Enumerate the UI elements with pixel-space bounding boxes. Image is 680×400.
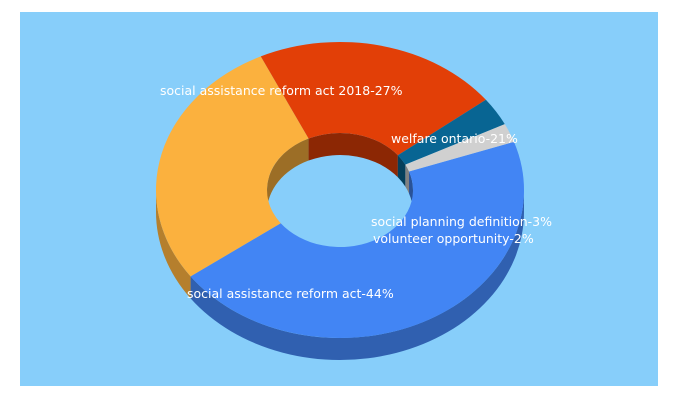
- chart-panel: social assistance reform act-44% social …: [20, 12, 658, 386]
- label-social-assistance-reform-act-2018: social assistance reform act 2018-27%: [160, 83, 403, 98]
- label-welfare-ontario: welfare ontario-21%: [391, 131, 518, 146]
- slices-top: [155, 41, 525, 339]
- slice-hole-wall-social-assistance-reform-act-2018: [267, 138, 309, 212]
- slices-depth: [156, 190, 525, 361]
- slice-volunteer-opportunity[interactable]: [405, 124, 514, 172]
- slice-side-social-assistance-reform-act: [190, 190, 525, 361]
- hole-wall: [267, 133, 413, 212]
- slice-welfare-ontario[interactable]: [260, 41, 486, 156]
- slice-hole-wall-social-planning-definition: [397, 155, 406, 187]
- slice-hole-wall-welfare-ontario: [308, 133, 398, 178]
- slice-labels: social assistance reform act-44% social …: [160, 83, 552, 301]
- donut-chart: social assistance reform act-44% social …: [20, 12, 658, 386]
- slice-hole-wall-volunteer-opportunity: [405, 164, 410, 194]
- label-volunteer-opportunity: volunteer opportunity-2%: [373, 231, 534, 246]
- slice-side-social-assistance-reform-act-2018: [156, 190, 191, 299]
- slice-social-planning-definition[interactable]: [397, 99, 505, 165]
- label-social-planning-definition: social planning definition-3%: [371, 214, 552, 229]
- slice-social-assistance-reform-act-2018[interactable]: [155, 56, 309, 277]
- slice-social-assistance-reform-act[interactable]: [190, 141, 525, 339]
- label-social-assistance-reform-act: social assistance reform act-44%: [187, 286, 394, 301]
